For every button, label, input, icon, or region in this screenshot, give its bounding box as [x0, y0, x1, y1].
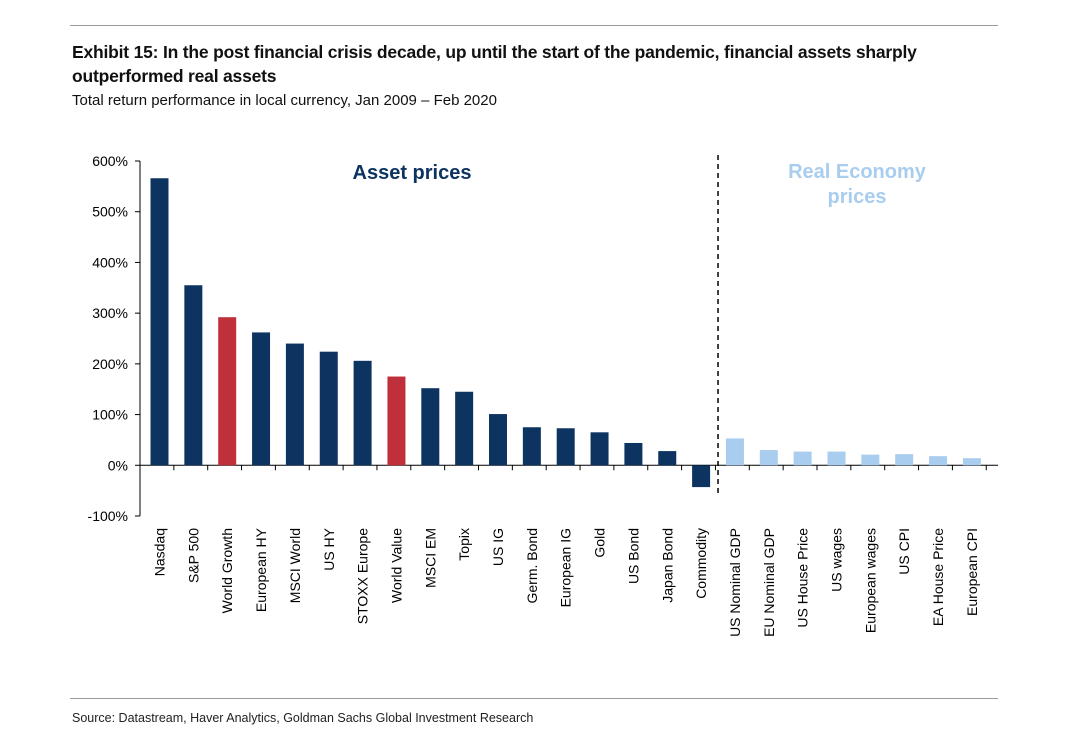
bar-us-bond: [624, 442, 643, 466]
category-label: World Growth: [219, 528, 235, 613]
category-label: Commodity: [693, 528, 709, 599]
category-label: World Value: [388, 528, 404, 603]
exhibit-subtitle: Total return performance in local curren…: [72, 92, 497, 109]
category-label: US wages: [829, 528, 845, 592]
y-tick-label: 600%: [92, 153, 128, 169]
bar-ea-house-price: [929, 456, 948, 466]
bar-eu-nominal-gdp: [759, 450, 778, 466]
bar-stoxx-europe: [353, 360, 372, 466]
category-label: MSCI World: [287, 528, 303, 603]
bar-us-cpi: [895, 454, 914, 466]
bars: [150, 178, 981, 488]
real-economy-label-line2: prices: [828, 186, 887, 208]
category-label: MSCI EM: [422, 528, 438, 588]
category-label: EA House Price: [930, 528, 946, 626]
category-label: STOXX Europe: [355, 528, 371, 624]
category-label: Gold: [592, 528, 608, 558]
category-label: US House Price: [795, 528, 811, 628]
bar-world-value: [387, 376, 406, 466]
bottom-rule: [70, 698, 998, 699]
category-label: Germ. Bond: [524, 528, 540, 603]
y-tick-label: 300%: [92, 305, 128, 321]
category-label: European IG: [558, 528, 574, 607]
bar-us-wages: [827, 451, 846, 466]
category-labels: Nasdaq S&P 500 World Growth European HY MSCI…: [152, 527, 980, 637]
bar-japan-bond: [658, 451, 677, 466]
category-label: European CPI: [964, 528, 980, 616]
category-label: US CPI: [896, 528, 912, 575]
category-label: Japan Bond: [659, 528, 675, 603]
bar-topix: [455, 391, 474, 466]
y-axis: -100% 0% 100% 200% 300% 400% 500% 600%: [88, 153, 141, 524]
bar-commodity: [692, 465, 711, 488]
bar-germ-bond: [522, 427, 541, 466]
bar-us-house-price: [793, 451, 812, 466]
category-label: EU Nominal GDP: [761, 528, 777, 637]
category-label: European wages: [862, 528, 878, 633]
real-economy-label-line1: Real Economy: [788, 161, 927, 183]
y-tick-label: 200%: [92, 356, 128, 372]
asset-prices-label: Asset prices: [353, 162, 472, 184]
y-tick-label: 500%: [92, 204, 128, 220]
bar-us-nominal-gdp: [725, 438, 744, 466]
top-rule: [70, 25, 998, 26]
category-label: S&P 500: [185, 528, 201, 583]
bar-european-ig: [556, 428, 575, 466]
bar-european-cpi: [962, 458, 981, 466]
exhibit-title: Exhibit 15: In the post financial crisis…: [72, 42, 917, 86]
bar-nasdaq: [150, 178, 169, 466]
bar-european-hy: [252, 332, 271, 466]
bar-us-hy: [319, 351, 338, 466]
x-axis: [139, 464, 998, 471]
bar-european-wages: [861, 454, 880, 466]
y-tick-label: 400%: [92, 254, 128, 270]
y-tick-label: 100%: [92, 407, 128, 423]
category-label: US HY: [321, 527, 337, 570]
source-note: Source: Datastream, Haver Analytics, Gol…: [72, 711, 534, 725]
category-label: US Bond: [625, 528, 641, 584]
bar-msci-em: [421, 388, 440, 466]
bar-msci-world: [285, 343, 304, 466]
category-label: US IG: [490, 528, 506, 566]
bar-world-growth: [218, 317, 237, 466]
category-label: US Nominal GDP: [727, 528, 743, 637]
category-label: Nasdaq: [152, 528, 168, 576]
bar-us-ig: [489, 414, 507, 466]
bar-s-p-500: [184, 285, 203, 466]
category-label: European HY: [253, 527, 269, 612]
bar-gold: [590, 432, 609, 466]
y-tick-label: 0%: [108, 457, 128, 473]
category-label: Topix: [456, 528, 472, 561]
y-tick-label: -100%: [88, 508, 128, 524]
